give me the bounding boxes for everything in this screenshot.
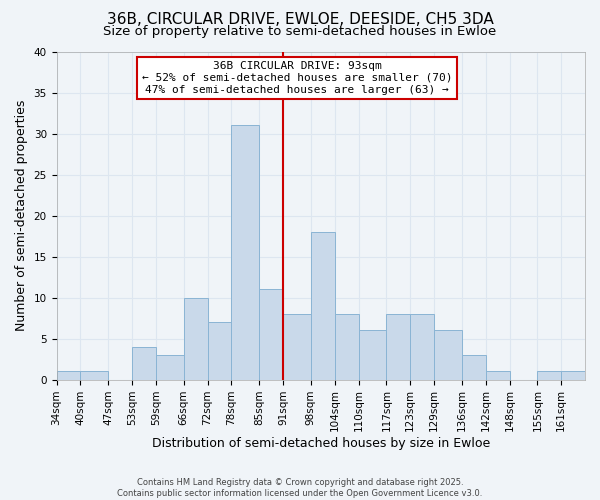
Bar (359, 330, 386, 380)
Bar (80, 372, 108, 380)
Bar (259, 290, 283, 380)
Bar (386, 314, 410, 380)
Text: 36B, CIRCULAR DRIVE, EWLOE, DEESIDE, CH5 3DA: 36B, CIRCULAR DRIVE, EWLOE, DEESIDE, CH5… (107, 12, 493, 28)
Bar (561, 372, 585, 380)
Y-axis label: Number of semi-detached properties: Number of semi-detached properties (15, 100, 28, 331)
Text: Size of property relative to semi-detached houses in Ewloe: Size of property relative to semi-detach… (103, 25, 497, 38)
Bar (232, 126, 259, 380)
Bar (485, 372, 509, 380)
Bar (311, 232, 335, 380)
Bar (462, 355, 485, 380)
Bar (410, 314, 434, 380)
Bar (538, 372, 561, 380)
Bar (184, 298, 208, 380)
Bar (283, 314, 311, 380)
Text: 36B CIRCULAR DRIVE: 93sqm
← 52% of semi-detached houses are smaller (70)
47% of : 36B CIRCULAR DRIVE: 93sqm ← 52% of semi-… (142, 62, 452, 94)
Bar (434, 330, 462, 380)
Bar (56, 372, 80, 380)
Bar (132, 347, 156, 380)
Bar (208, 322, 232, 380)
Text: Contains HM Land Registry data © Crown copyright and database right 2025.
Contai: Contains HM Land Registry data © Crown c… (118, 478, 482, 498)
Bar (156, 355, 184, 380)
Bar (335, 314, 359, 380)
X-axis label: Distribution of semi-detached houses by size in Ewloe: Distribution of semi-detached houses by … (152, 437, 490, 450)
